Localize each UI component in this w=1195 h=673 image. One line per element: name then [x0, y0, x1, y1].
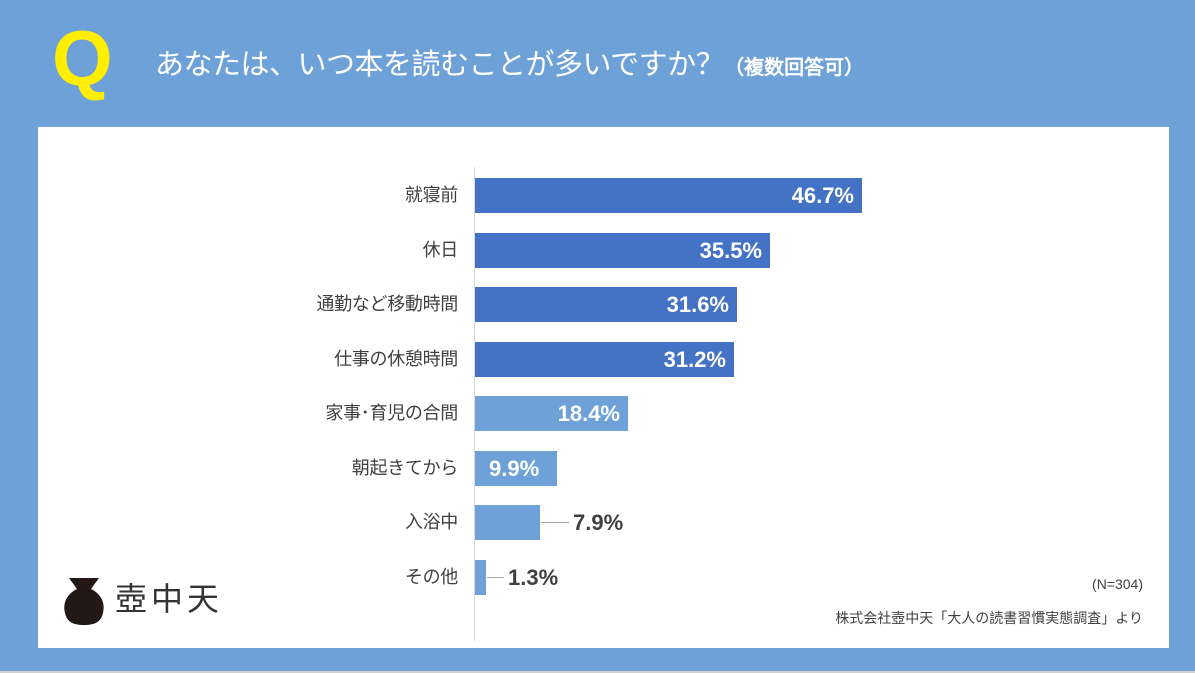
value-label: 7.9%: [573, 510, 624, 535]
category-label: 就寝前: [404, 185, 458, 206]
value-label: 31.6%: [666, 292, 729, 317]
question-note: （複数回答可）: [724, 55, 865, 79]
logo-text: 壺中天: [115, 580, 224, 618]
value-label: 35.5%: [699, 238, 762, 263]
source-note: 株式会社壺中天「大人の読書習慣実態調査」より: [835, 611, 1143, 627]
question-text: あなたは、いつ本を読むことが多いですか？: [155, 47, 725, 81]
value-label: 46.7%: [791, 183, 854, 208]
bar-row: 通勤など移動時間 31.6%: [38, 287, 1169, 322]
category-label: 通勤など移動時間: [316, 294, 458, 315]
bar: 46.7%: [475, 178, 862, 213]
question-title: あなたは、いつ本を読むことが多いですか？（複数回答可）: [155, 44, 864, 87]
bar: 31.6%: [475, 287, 737, 322]
category-label: 仕事の休憩時間: [334, 349, 458, 370]
bar-row: 仕事の休憩時間 31.2%: [38, 342, 1169, 377]
bottom-border: [0, 671, 1195, 673]
category-label: 休日: [422, 240, 459, 261]
sample-size: (N=304): [1092, 576, 1143, 592]
bar-row: その他 1.3%: [38, 560, 1169, 595]
pot-icon: [64, 578, 104, 625]
leader-line: [541, 522, 569, 523]
bar-row: 休日 35.5%: [38, 233, 1169, 268]
bar: 18.4%: [475, 396, 628, 431]
value-label: 31.2%: [663, 347, 726, 372]
bar-row: 朝起きてから 9.9%: [38, 451, 1169, 486]
category-label: 朝起きてから: [351, 458, 459, 479]
category-axis-line: [474, 167, 475, 641]
category-label: 入浴中: [404, 512, 458, 533]
bar: [475, 505, 540, 540]
value-label: 18.4%: [557, 401, 620, 426]
bar: 9.9%: [475, 451, 557, 486]
chart-panel: 就寝前 46.7% 休日 35.5% 通勤など移動時間 31.6% 仕事の休憩時…: [38, 127, 1169, 648]
bar: 35.5%: [475, 233, 770, 268]
category-label: その他: [404, 567, 458, 588]
bar-row: 入浴中 7.9%: [38, 505, 1169, 540]
category-label: 家事･育児の合間: [325, 403, 458, 424]
bar: [475, 560, 486, 595]
q-mark: Q: [52, 14, 113, 102]
bar-row: 就寝前 46.7%: [38, 178, 1169, 213]
bar: 31.2%: [475, 342, 734, 377]
value-label: 9.9%: [489, 456, 540, 481]
value-label: 1.3%: [508, 565, 559, 590]
leader-line: [487, 577, 504, 578]
bar-row: 家事･育児の合間 18.4%: [38, 396, 1169, 431]
